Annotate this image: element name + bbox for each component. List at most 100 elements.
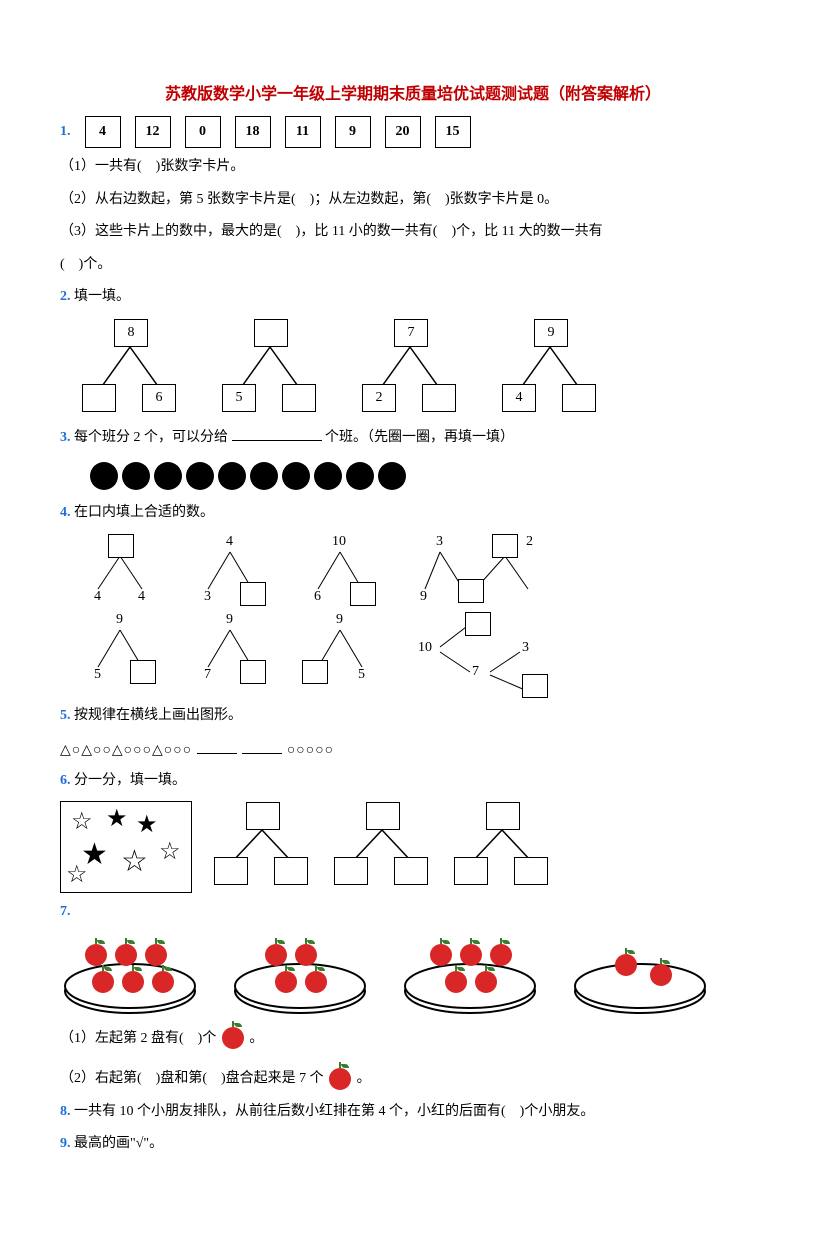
star-outline-icon: ☆ [121,844,148,879]
plate [60,936,200,1016]
q4-row1: 4 4 4 3 10 6 3 2 9 [80,534,766,604]
empty-bond [332,802,432,892]
q3-line: 3. 每个班分 2 个，可以分给 个班。（先圈一圈，再填一填） [60,425,766,452]
q3-text-a: 每个班分 2 个，可以分给 [74,430,228,445]
q5-pattern-row: △○△○○△○○○△○○○ ○○○○○ [60,736,766,763]
fill-box[interactable] [486,802,520,830]
fill-box[interactable] [274,857,308,885]
fill-box[interactable] [514,857,548,885]
bond-val: 2 [526,534,533,550]
number-card: 18 [235,116,271,148]
bond-left: 5 [222,384,256,412]
fill-box[interactable] [240,660,266,684]
bond-top: 7 [394,319,428,347]
q9-number: 9. [60,1136,71,1151]
fill-blank[interactable] [232,426,322,441]
fill-box[interactable] [214,857,248,885]
bond-top: 9 [534,319,568,347]
fill-box[interactable] [522,674,548,698]
apple-icon [305,971,327,993]
mini-bond: 4 4 [80,534,160,604]
q7-p1-tail: 。 [249,1031,263,1046]
apple-icon [475,971,497,993]
q1-card-row: 1. 4 12 0 18 11 9 20 15 [60,116,766,148]
bond-right [422,384,456,412]
apple-icon [445,971,467,993]
bond-val: 9 [336,612,343,628]
number-card: 0 [185,116,221,148]
fill-box[interactable] [240,582,266,606]
bond-left: 4 [502,384,536,412]
q5-label: 按规律在横线上画出图形。 [74,708,242,723]
bond-val: 3 [436,534,443,550]
q2-number: 2. [60,289,71,304]
bond-val: 9 [116,612,123,628]
dot-icon [218,462,246,490]
mini-bond: 9 5 [300,612,380,682]
apple-icon [92,971,114,993]
apple-icon [615,954,637,976]
fill-box[interactable] [454,857,488,885]
dot-icon [250,462,278,490]
fill-box[interactable] [334,857,368,885]
apple-icon [275,971,297,993]
q4-row2: 9 5 9 7 9 5 10 7 3 [80,612,766,697]
bond-val: 4 [94,589,101,605]
number-bond: 5 [220,319,320,419]
bond-val: 4 [226,534,233,550]
q7-part1: （1）左起第 2 盘有( )个 。 [60,1026,766,1053]
fill-box[interactable] [246,802,280,830]
q2-label: 填一填。 [74,289,130,304]
fill-box[interactable] [302,660,328,684]
q7-p2-tail: 。 [357,1071,371,1086]
number-card: 9 [335,116,371,148]
fill-box[interactable] [492,534,518,558]
dot-icon [154,462,182,490]
star-box: ☆ ★ ★ ★ ☆ ☆ ☆ [60,801,192,893]
chain-bond: 10 7 3 [410,612,570,697]
dot-icon [346,462,374,490]
bond-val: 7 [472,664,479,680]
q2-bonds: 8 6 5 7 2 9 4 [80,319,766,419]
bond-right [562,384,596,412]
q1-number: 1. [60,124,71,140]
fill-blank[interactable] [242,739,282,754]
q9-text: 最高的画"√"。 [74,1136,163,1151]
plate [400,936,540,1016]
q9-line: 9. 最高的画"√"。 [60,1131,766,1158]
apple-icon [295,944,317,966]
q2-line: 2. 填一填。 [60,284,766,311]
q7-p2-text: （2）右起第( )盘和第( )盘合起来是 7 个 [60,1071,324,1086]
number-bond: 8 6 [80,319,180,419]
fill-box[interactable] [130,660,156,684]
fill-box[interactable] [465,612,491,636]
fill-box[interactable] [108,534,134,558]
star-filled-icon: ★ [136,810,158,839]
apple-icon [152,971,174,993]
q1-part3a: （3）这些卡片上的数中，最大的是( )，比 11 小的数一共有( )个，比 11… [60,219,766,246]
q8-number: 8. [60,1104,71,1119]
fill-box[interactable] [366,802,400,830]
q4-number: 4. [60,505,71,520]
bond-right [282,384,316,412]
q1-part2: （2）从右边数起，第 5 张数字卡片是( )；从左边数起，第( )张数字卡片是 … [60,187,766,214]
number-bond: 7 2 [360,319,460,419]
pattern-tail: ○○○○○ [287,741,334,757]
number-bond: 9 4 [500,319,600,419]
dot-icon [186,462,214,490]
apple-icon [122,971,144,993]
fill-box[interactable] [350,582,376,606]
q3-number: 3. [60,430,71,445]
bond-val: 6 [314,589,321,605]
star-filled-icon: ★ [106,804,128,833]
fill-box[interactable] [394,857,428,885]
number-card: 12 [135,116,171,148]
apple-icon [85,944,107,966]
bond-left: 2 [362,384,396,412]
dot-icon [314,462,342,490]
apple-icon [430,944,452,966]
fill-box[interactable] [458,579,484,603]
q6-row: ☆ ★ ★ ★ ☆ ☆ ☆ [60,801,766,893]
fill-blank[interactable] [197,739,237,754]
plate [230,936,370,1016]
